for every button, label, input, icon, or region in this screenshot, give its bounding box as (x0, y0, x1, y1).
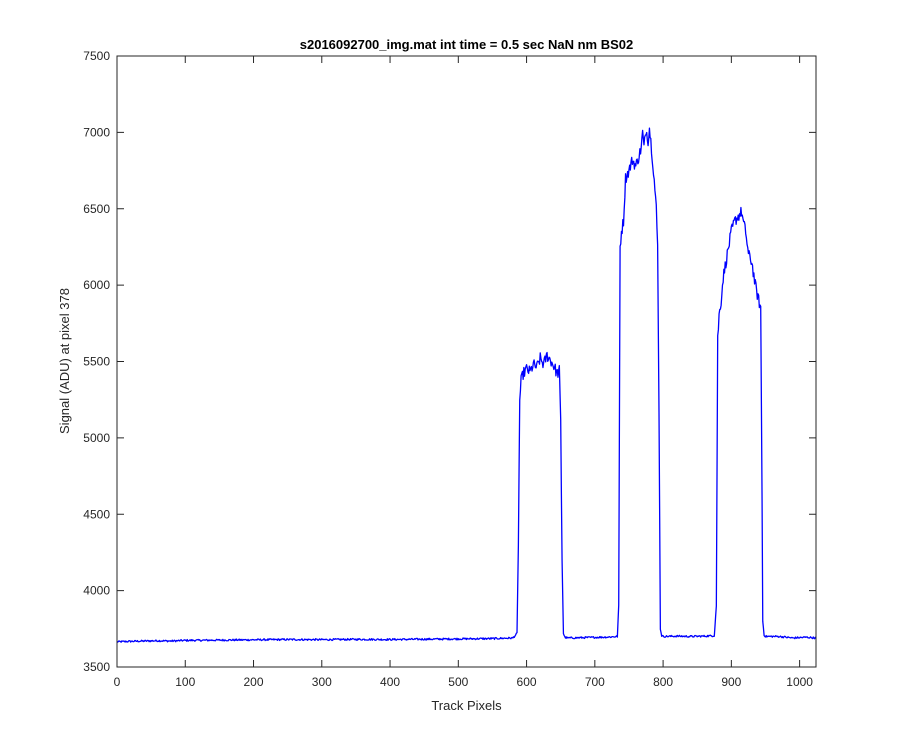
y-tick-label: 6500 (83, 202, 110, 216)
y-tick-label: 7000 (83, 125, 110, 139)
x-tick-label: 500 (448, 675, 468, 689)
x-tick-label: 800 (653, 675, 673, 689)
x-tick-label: 900 (721, 675, 741, 689)
x-tick-label: 100 (175, 675, 195, 689)
signal-series-line (116, 127, 817, 643)
y-tick-label: 5500 (83, 355, 110, 369)
y-tick-label: 4500 (83, 507, 110, 521)
x-tick-label: 1000 (786, 675, 813, 689)
y-tick-label: 4000 (83, 584, 110, 598)
x-axis-label: Track Pixels (431, 698, 502, 713)
x-tick-label: 700 (585, 675, 605, 689)
x-tick-label: 0 (114, 675, 121, 689)
plot-background (117, 56, 816, 667)
y-tick-label: 6000 (83, 278, 110, 292)
x-tick-label: 200 (244, 675, 264, 689)
tick-labels: 0 100 200 300 400 500 600 700 800 900 1000 3500 4000… (83, 49, 813, 689)
y-axis-label: Signal (ADU) at pixel 378 (57, 288, 72, 434)
chart-title: s2016092700_img.mat int time = 0.5 sec N… (300, 37, 634, 52)
x-tick-label: 400 (380, 675, 400, 689)
y-tick-label: 5000 (83, 431, 110, 445)
plot-frame (116, 55, 817, 668)
x-tick-label: 600 (517, 675, 537, 689)
y-tick-label: 3500 (83, 660, 110, 674)
y-tick-label: 7500 (83, 49, 110, 63)
x-tick-label: 300 (312, 675, 332, 689)
